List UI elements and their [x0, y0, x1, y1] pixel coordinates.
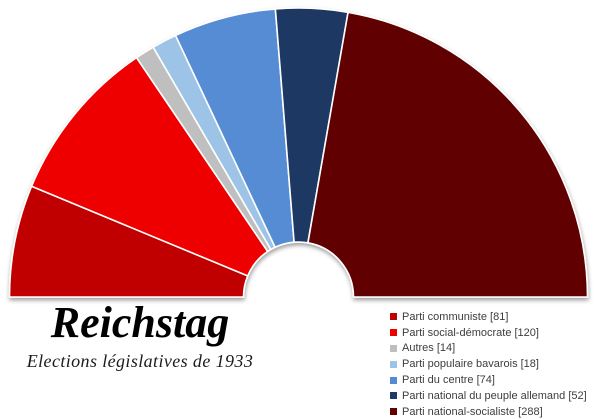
segment-parti-communiste [8, 185, 249, 298]
legend-swatch [390, 329, 397, 337]
title-block: Reichstag Elections législatives de 1933 [16, 298, 264, 372]
legend-label: Parti populaire bavarois [18] [402, 358, 539, 371]
segment-parti-social-democrate [30, 56, 269, 277]
legend-item: Autres [14] [390, 341, 595, 357]
legend-item: Parti du centre [74] [390, 372, 595, 388]
chart-title: Reichstag [50, 298, 230, 347]
legend-swatch [390, 376, 397, 384]
legend-label: Parti du centre [74] [402, 374, 495, 387]
legend-swatch [390, 408, 397, 416]
legend-swatch [390, 392, 397, 400]
legend-item: Parti populaire bavarois [18] [390, 356, 595, 372]
legend-label: Parti social-démocrate [120] [402, 326, 539, 339]
legend-item: Parti social-démocrate [120] [390, 325, 595, 341]
legend-swatch [390, 360, 397, 368]
legend-swatch [390, 344, 397, 352]
segment-parti-national-socialiste [307, 11, 589, 298]
legend-label: Autres [14] [402, 342, 456, 355]
legend: Parti communiste [81] Parti social-démocr… [390, 309, 595, 419]
legend-item: Parti communiste [81] [390, 309, 595, 325]
legend-label: Parti communiste [81] [402, 310, 509, 323]
legend-item: Parti national-socialiste [288] [390, 404, 595, 419]
legend-item: Parti national du peuple allemand [52] [390, 388, 595, 404]
legend-swatch [390, 313, 397, 321]
chart-subtitle: Elections législatives de 1933 [26, 351, 254, 372]
legend-label: Parti national du peuple allemand [52] [402, 389, 587, 402]
legend-label: Parti national-socialiste [288] [402, 405, 543, 418]
